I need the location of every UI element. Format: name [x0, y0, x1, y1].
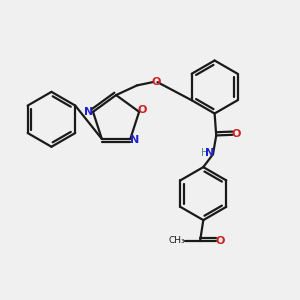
Text: N: N [130, 135, 139, 145]
Text: O: O [138, 105, 147, 115]
Text: N: N [205, 148, 214, 158]
Text: H: H [201, 148, 208, 158]
Text: CH₃: CH₃ [168, 236, 185, 245]
Text: O: O [216, 236, 225, 246]
Text: O: O [232, 130, 241, 140]
Text: O: O [151, 76, 160, 86]
Text: N: N [84, 107, 94, 117]
